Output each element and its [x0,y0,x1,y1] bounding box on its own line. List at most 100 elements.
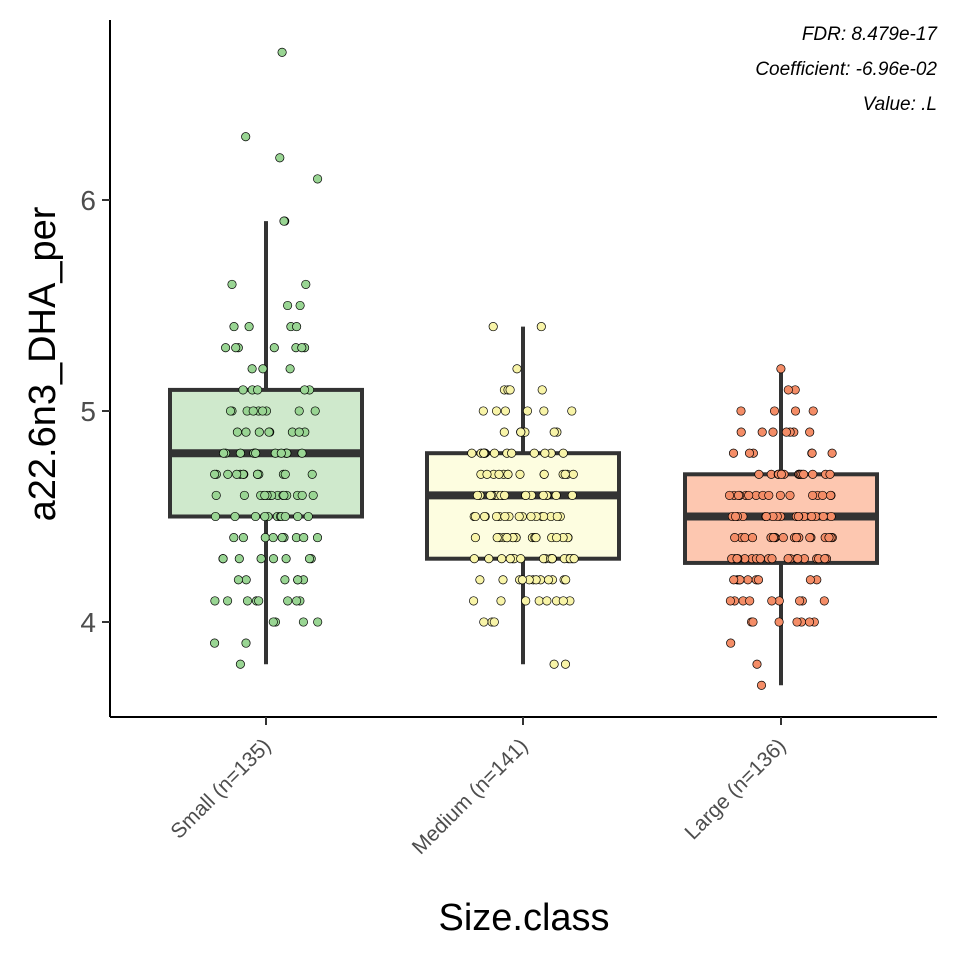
data-point [543,575,554,585]
data-point [479,511,490,522]
data-point [744,490,754,500]
annotation-fdr: FDR: 8.479e-17 [802,24,939,45]
data-point [470,511,480,522]
data-point [275,153,285,163]
data-point [229,533,239,543]
data-point [522,406,533,416]
data-point [269,343,279,353]
data-point [757,427,767,437]
data-point [776,469,786,479]
data-point [210,511,221,522]
data-point [745,596,755,606]
data-point [825,469,835,479]
data-point [494,469,504,479]
data-point [297,448,307,458]
data-point [752,659,762,669]
data-point [251,448,261,458]
data-point [764,490,774,500]
y-tick-label: 4 [80,607,96,638]
data-point [569,554,579,564]
data-point [241,638,251,648]
data-point [725,596,735,606]
data-point [567,406,577,416]
data-point [826,490,836,500]
data-point [756,680,767,690]
data-point [268,533,278,543]
annotation-coefficient: Coefficient: -6.96e-02 [755,59,937,80]
data-point [755,554,765,564]
data-point [820,554,830,564]
data-point [767,596,777,606]
data-point [279,216,289,226]
data-point [491,511,502,522]
data-point [241,575,251,585]
data-point [280,469,290,479]
data-point [235,448,245,458]
data-point [492,533,502,543]
data-point [561,575,571,585]
data-point [294,427,304,437]
data-point [469,554,479,564]
data-point [241,427,251,437]
data-point [227,279,237,289]
data-point [313,174,323,184]
data-point [470,533,480,543]
data-point [469,596,479,606]
data-point [807,511,817,522]
data-point [807,448,817,458]
data-point [258,364,268,374]
data-point [268,554,279,564]
data-point [769,406,780,416]
data-point [234,554,244,564]
data-point [732,554,742,564]
data-point [223,596,233,606]
data-point [790,406,801,416]
data-point [496,596,506,606]
data-point [819,596,829,606]
data-point [250,511,261,522]
data-point [551,490,561,500]
data-point [761,511,771,522]
data-point [558,596,568,606]
data-point [304,554,315,564]
data-point [805,575,815,585]
data-point [818,511,828,522]
data-point [238,533,248,543]
data-point [514,511,524,522]
points-layer [210,47,837,690]
data-point [549,427,559,437]
data-point [268,617,278,627]
data-point [517,575,527,585]
data-point [730,511,741,522]
data-point [747,533,758,543]
data-point [503,469,513,479]
data-point [774,596,784,606]
data-point [730,533,740,543]
data-point [521,490,531,500]
data-point [484,554,494,564]
data-point [295,300,305,311]
data-point [736,406,746,416]
data-point [260,533,270,543]
data-point [292,322,302,332]
data-point [783,385,793,395]
data-point [277,47,287,57]
data-point [489,617,499,627]
data-point [276,448,286,458]
data-point [728,448,739,458]
data-point [516,427,526,437]
data-point [488,322,498,332]
data-point [516,554,526,564]
data-point [767,554,777,564]
data-point [312,533,323,543]
data-point [549,659,559,669]
data-point [568,469,578,479]
data-point [778,533,788,543]
data-point [537,385,547,395]
data-point [768,427,778,437]
data-point [526,511,536,522]
data-point [258,406,268,416]
data-point [733,490,744,500]
data-point [500,406,510,416]
data-point [239,490,249,500]
